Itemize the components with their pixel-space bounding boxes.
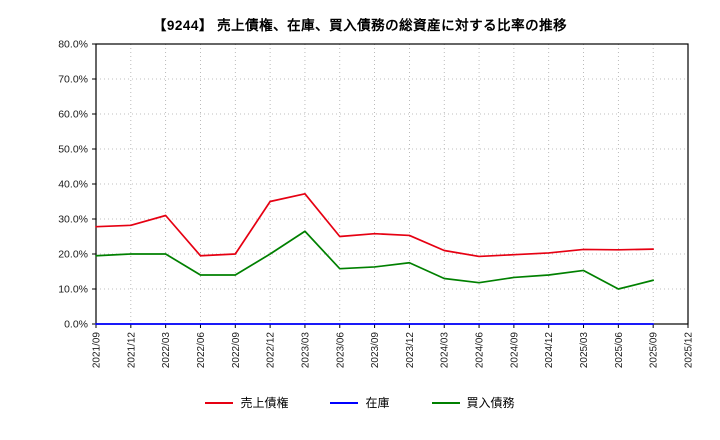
svg-text:2025/06: 2025/06 xyxy=(614,332,625,369)
legend-line-green xyxy=(431,401,460,404)
svg-text:2023/03: 2023/03 xyxy=(300,332,311,369)
svg-text:20.0%: 20.0% xyxy=(58,249,88,261)
svg-text:2024/09: 2024/09 xyxy=(509,332,520,369)
svg-text:2022/12: 2022/12 xyxy=(266,332,277,369)
svg-text:60.0%: 60.0% xyxy=(58,109,88,121)
legend-item-payables: 買入債務 xyxy=(431,394,515,411)
svg-text:2023/12: 2023/12 xyxy=(405,332,416,369)
svg-text:10.0%: 10.0% xyxy=(58,284,88,296)
svg-text:0.0%: 0.0% xyxy=(64,319,88,331)
svg-text:2023/09: 2023/09 xyxy=(370,332,381,369)
svg-text:2025/12: 2025/12 xyxy=(684,332,695,369)
svg-text:40.0%: 40.0% xyxy=(58,179,88,191)
svg-text:2024/06: 2024/06 xyxy=(475,332,486,369)
legend-item-sales-receivables: 売上債権 xyxy=(205,394,288,411)
legend-line-blue xyxy=(330,401,359,404)
legend-label-inventory: 在庫 xyxy=(365,396,390,410)
legend-line-red xyxy=(205,401,234,404)
legend-label-sales-receivables: 売上債権 xyxy=(240,396,289,410)
legend: 売上債権 在庫 買入債務 xyxy=(0,394,720,411)
legend-item-inventory: 在庫 xyxy=(330,394,390,411)
svg-text:70.0%: 70.0% xyxy=(58,74,88,86)
svg-text:2021/12: 2021/12 xyxy=(126,332,137,369)
svg-text:2022/09: 2022/09 xyxy=(231,332,242,369)
svg-text:2022/03: 2022/03 xyxy=(161,332,172,369)
svg-text:80.0%: 80.0% xyxy=(58,39,88,51)
svg-text:2025/03: 2025/03 xyxy=(579,332,590,369)
svg-text:2024/12: 2024/12 xyxy=(544,332,555,369)
svg-text:2024/03: 2024/03 xyxy=(440,332,451,369)
svg-text:50.0%: 50.0% xyxy=(58,144,88,156)
legend-label-payables: 買入債務 xyxy=(466,396,515,410)
line-chart: 0.0% 10.0% 20.0% 30.0% 40.0% 50.0% 60.0% 70.0% 8… xyxy=(58,39,695,369)
svg-text:2025/09: 2025/09 xyxy=(649,332,660,369)
svg-text:2021/09: 2021/09 xyxy=(92,332,103,369)
chart-title: 【9244】 売上債権、在庫、買入債務の総資産に対する比率の推移 xyxy=(152,18,568,33)
svg-text:2023/06: 2023/06 xyxy=(335,332,346,369)
svg-text:30.0%: 30.0% xyxy=(58,214,88,226)
svg-text:2022/06: 2022/06 xyxy=(196,332,207,369)
